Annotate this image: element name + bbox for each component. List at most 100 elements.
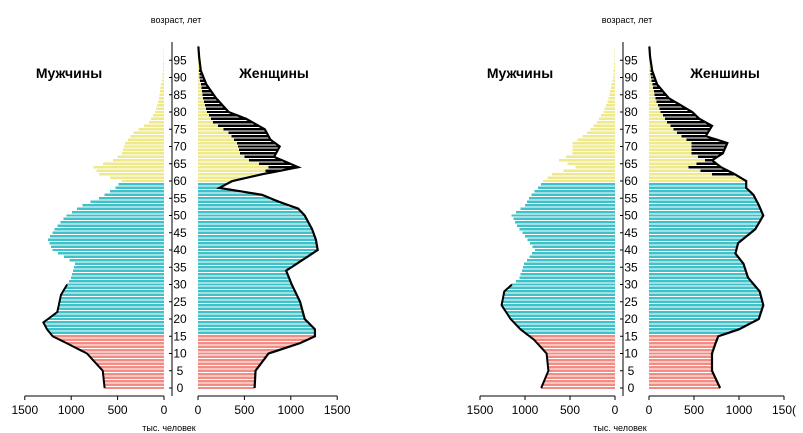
age-tick-label: 35 xyxy=(624,260,638,274)
female-bar xyxy=(198,369,256,372)
male-bar xyxy=(529,255,615,259)
female-bar xyxy=(649,359,712,362)
female-surplus xyxy=(231,134,269,138)
male-bar xyxy=(149,121,164,124)
age-tick-label: 60 xyxy=(173,174,187,188)
female-bar xyxy=(198,217,307,221)
male-bar xyxy=(503,307,615,310)
male-bar xyxy=(73,269,164,272)
male-bar xyxy=(575,165,615,169)
female-surplus xyxy=(210,117,247,121)
female-label: Женщины xyxy=(238,65,309,81)
male-bar xyxy=(157,103,164,107)
male-bar xyxy=(104,383,164,386)
male-bar xyxy=(582,134,615,138)
male-bar xyxy=(103,376,164,379)
male-bar xyxy=(519,276,615,279)
male-bar xyxy=(93,359,164,362)
male-bar xyxy=(559,159,615,162)
male-bar xyxy=(52,248,164,252)
male-bar xyxy=(577,138,615,141)
female-bar xyxy=(649,372,714,376)
male-bar xyxy=(63,217,164,221)
male-bar xyxy=(608,96,615,100)
male-bar xyxy=(609,93,615,96)
male-bar xyxy=(606,103,615,107)
female-surplus xyxy=(238,148,278,152)
age-tick-label: 40 xyxy=(624,243,638,257)
male-bar xyxy=(544,379,615,383)
female-bar xyxy=(198,324,312,328)
x-tick-label: 1500 xyxy=(467,403,494,417)
age-tick-label: 95 xyxy=(624,53,638,67)
male-bar xyxy=(525,234,615,238)
female-bar xyxy=(649,172,735,176)
male-bar xyxy=(515,221,615,224)
male-bar xyxy=(52,335,164,338)
male-bar xyxy=(138,128,164,131)
male-bar xyxy=(99,366,164,369)
age-tick-label: 30 xyxy=(173,278,187,292)
female-surplus xyxy=(655,96,669,100)
female-bar xyxy=(198,293,297,297)
female-bar xyxy=(649,293,761,297)
male-bar xyxy=(527,200,615,203)
x-tick-label: 1000 xyxy=(726,403,753,417)
female-bar xyxy=(198,338,308,341)
female-surplus xyxy=(651,79,656,83)
female-bar xyxy=(649,348,714,352)
age-tick-label: 70 xyxy=(173,140,187,154)
female-bar xyxy=(649,379,717,383)
female-surplus xyxy=(212,121,253,124)
female-bar xyxy=(649,190,750,193)
age-tick-label: 20 xyxy=(173,312,187,326)
female-bar xyxy=(649,221,760,224)
age-tick-label: 45 xyxy=(624,226,638,240)
male-bar xyxy=(130,134,164,138)
male-bar xyxy=(517,324,615,328)
male-bar xyxy=(69,259,164,262)
male-bar xyxy=(502,300,615,303)
male-bar xyxy=(529,197,615,200)
x-tick-label: 1000 xyxy=(277,403,304,417)
male-bar xyxy=(527,238,615,241)
female-bar xyxy=(198,141,276,145)
male-bar xyxy=(82,203,164,207)
male-bar xyxy=(157,100,164,103)
female-bar xyxy=(198,255,308,259)
female-bar xyxy=(198,262,297,266)
age-tick-label: 85 xyxy=(624,88,638,102)
age-tick-label: 20 xyxy=(624,312,638,326)
male-bar xyxy=(162,65,164,69)
female-bar xyxy=(649,272,747,276)
age-tick-label: 55 xyxy=(624,191,638,205)
male-bar xyxy=(572,152,615,155)
female-bar xyxy=(649,300,763,303)
female-surplus xyxy=(218,124,259,128)
female-bar xyxy=(198,366,259,369)
female-surplus xyxy=(664,117,700,121)
female-surplus xyxy=(667,121,706,124)
female-surplus xyxy=(670,124,712,128)
female-bar xyxy=(649,341,716,345)
male-bar xyxy=(80,348,164,352)
male-bar xyxy=(159,93,164,96)
female-surplus xyxy=(696,162,717,165)
female-bar xyxy=(198,148,278,152)
female-surplus xyxy=(691,152,723,155)
female-surplus xyxy=(660,110,693,114)
male-bar xyxy=(60,293,164,297)
male-bar xyxy=(612,79,615,83)
male-bar xyxy=(77,207,164,210)
male-bar xyxy=(531,193,615,197)
female-surplus xyxy=(650,76,655,79)
female-bar xyxy=(649,193,754,197)
female-surplus xyxy=(268,165,299,169)
age-tick-label: 75 xyxy=(173,122,187,136)
female-bar xyxy=(198,190,241,193)
male-bar xyxy=(572,145,615,148)
female-bar xyxy=(198,252,313,255)
male-bar xyxy=(102,369,164,372)
male-bar xyxy=(613,69,615,72)
